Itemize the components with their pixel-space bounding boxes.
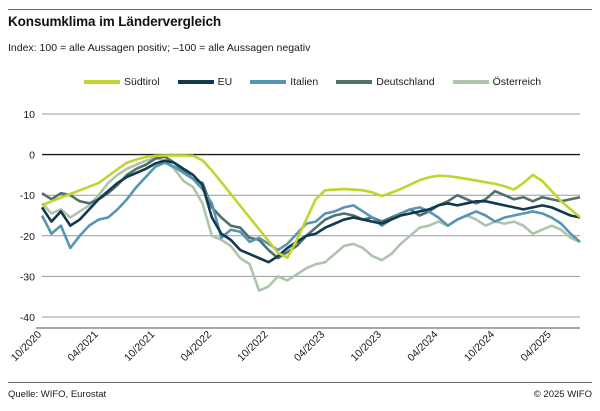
x-axis-tick-label: 04/2022 (179, 329, 214, 364)
legend-swatch-icon (250, 80, 287, 84)
series-line-s-dtirol (41, 154, 581, 260)
y-axis-labels: 10 0 -10 -20 -30 -40 (20, 109, 35, 324)
series-line-italien (40, 161, 581, 252)
footer-divider (8, 382, 592, 383)
legend-label: EU (217, 76, 233, 88)
series-line-deutschland (41, 155, 581, 260)
legend-item-italien[interactable]: Italien (250, 76, 318, 88)
y-axis-tick-label: 0 (29, 150, 35, 162)
legend-item--sterreich[interactable]: Österreich (452, 76, 542, 88)
y-axis-tick-label: -40 (20, 312, 35, 324)
legend-label: Südtirol (124, 76, 160, 88)
x-axis-tick-label: 10/2020 (9, 329, 44, 364)
source-note: Quelle: WIFO, Eurostat (8, 389, 107, 400)
page-title: Konsumklima im Ländervergleich (8, 14, 222, 29)
legend-swatch-icon (336, 80, 373, 84)
legend-item-eu[interactable]: EU (177, 76, 233, 88)
x-axis-tick-label: 04/2024 (405, 329, 440, 364)
legend-label: Deutschland (376, 76, 435, 88)
x-axis-tick-label: 10/2024 (462, 329, 497, 364)
top-divider (8, 9, 592, 10)
legend-label: Italien (290, 76, 319, 88)
y-axis-tick-label: 10 (23, 109, 35, 121)
legend-swatch-icon (177, 80, 214, 84)
x-axis-tick-label: 10/2022 (235, 329, 270, 364)
legend-item-s-dtirol[interactable]: Südtirol (84, 76, 160, 88)
x-axis-tick-label: 10/2021 (122, 329, 157, 364)
copyright-note: © 2025 WIFO (533, 389, 592, 400)
series-line-eu (40, 159, 581, 264)
data-series (40, 154, 581, 292)
x-axis-labels: 10/2020 04/2021 10/2021 04/2022 10/2022 04/20… (9, 329, 554, 364)
y-axis-tick-label: -10 (20, 190, 35, 202)
x-axis-tick-label: 04/2023 (292, 329, 327, 364)
chart-subtitle: Index: 100 = alle Aussagen positiv; –100… (8, 42, 311, 54)
legend-item-deutschland[interactable]: Deutschland (336, 76, 435, 88)
y-axis-tick-label: -20 (20, 231, 35, 243)
legend-label: Österreich (492, 76, 542, 88)
legend-swatch-icon (452, 80, 489, 84)
series-line--sterreich (41, 156, 581, 292)
x-axis-tick-label: 10/2023 (349, 329, 384, 364)
y-axis-tick-label: -30 (20, 271, 35, 283)
x-axis-tick-label: 04/2021 (65, 329, 100, 364)
x-axis-tick-label: 04/2025 (518, 329, 553, 364)
legend-swatch-icon (84, 80, 120, 84)
chart-legend: Südtirol EU Italien Deutschland Österreich (84, 74, 592, 90)
